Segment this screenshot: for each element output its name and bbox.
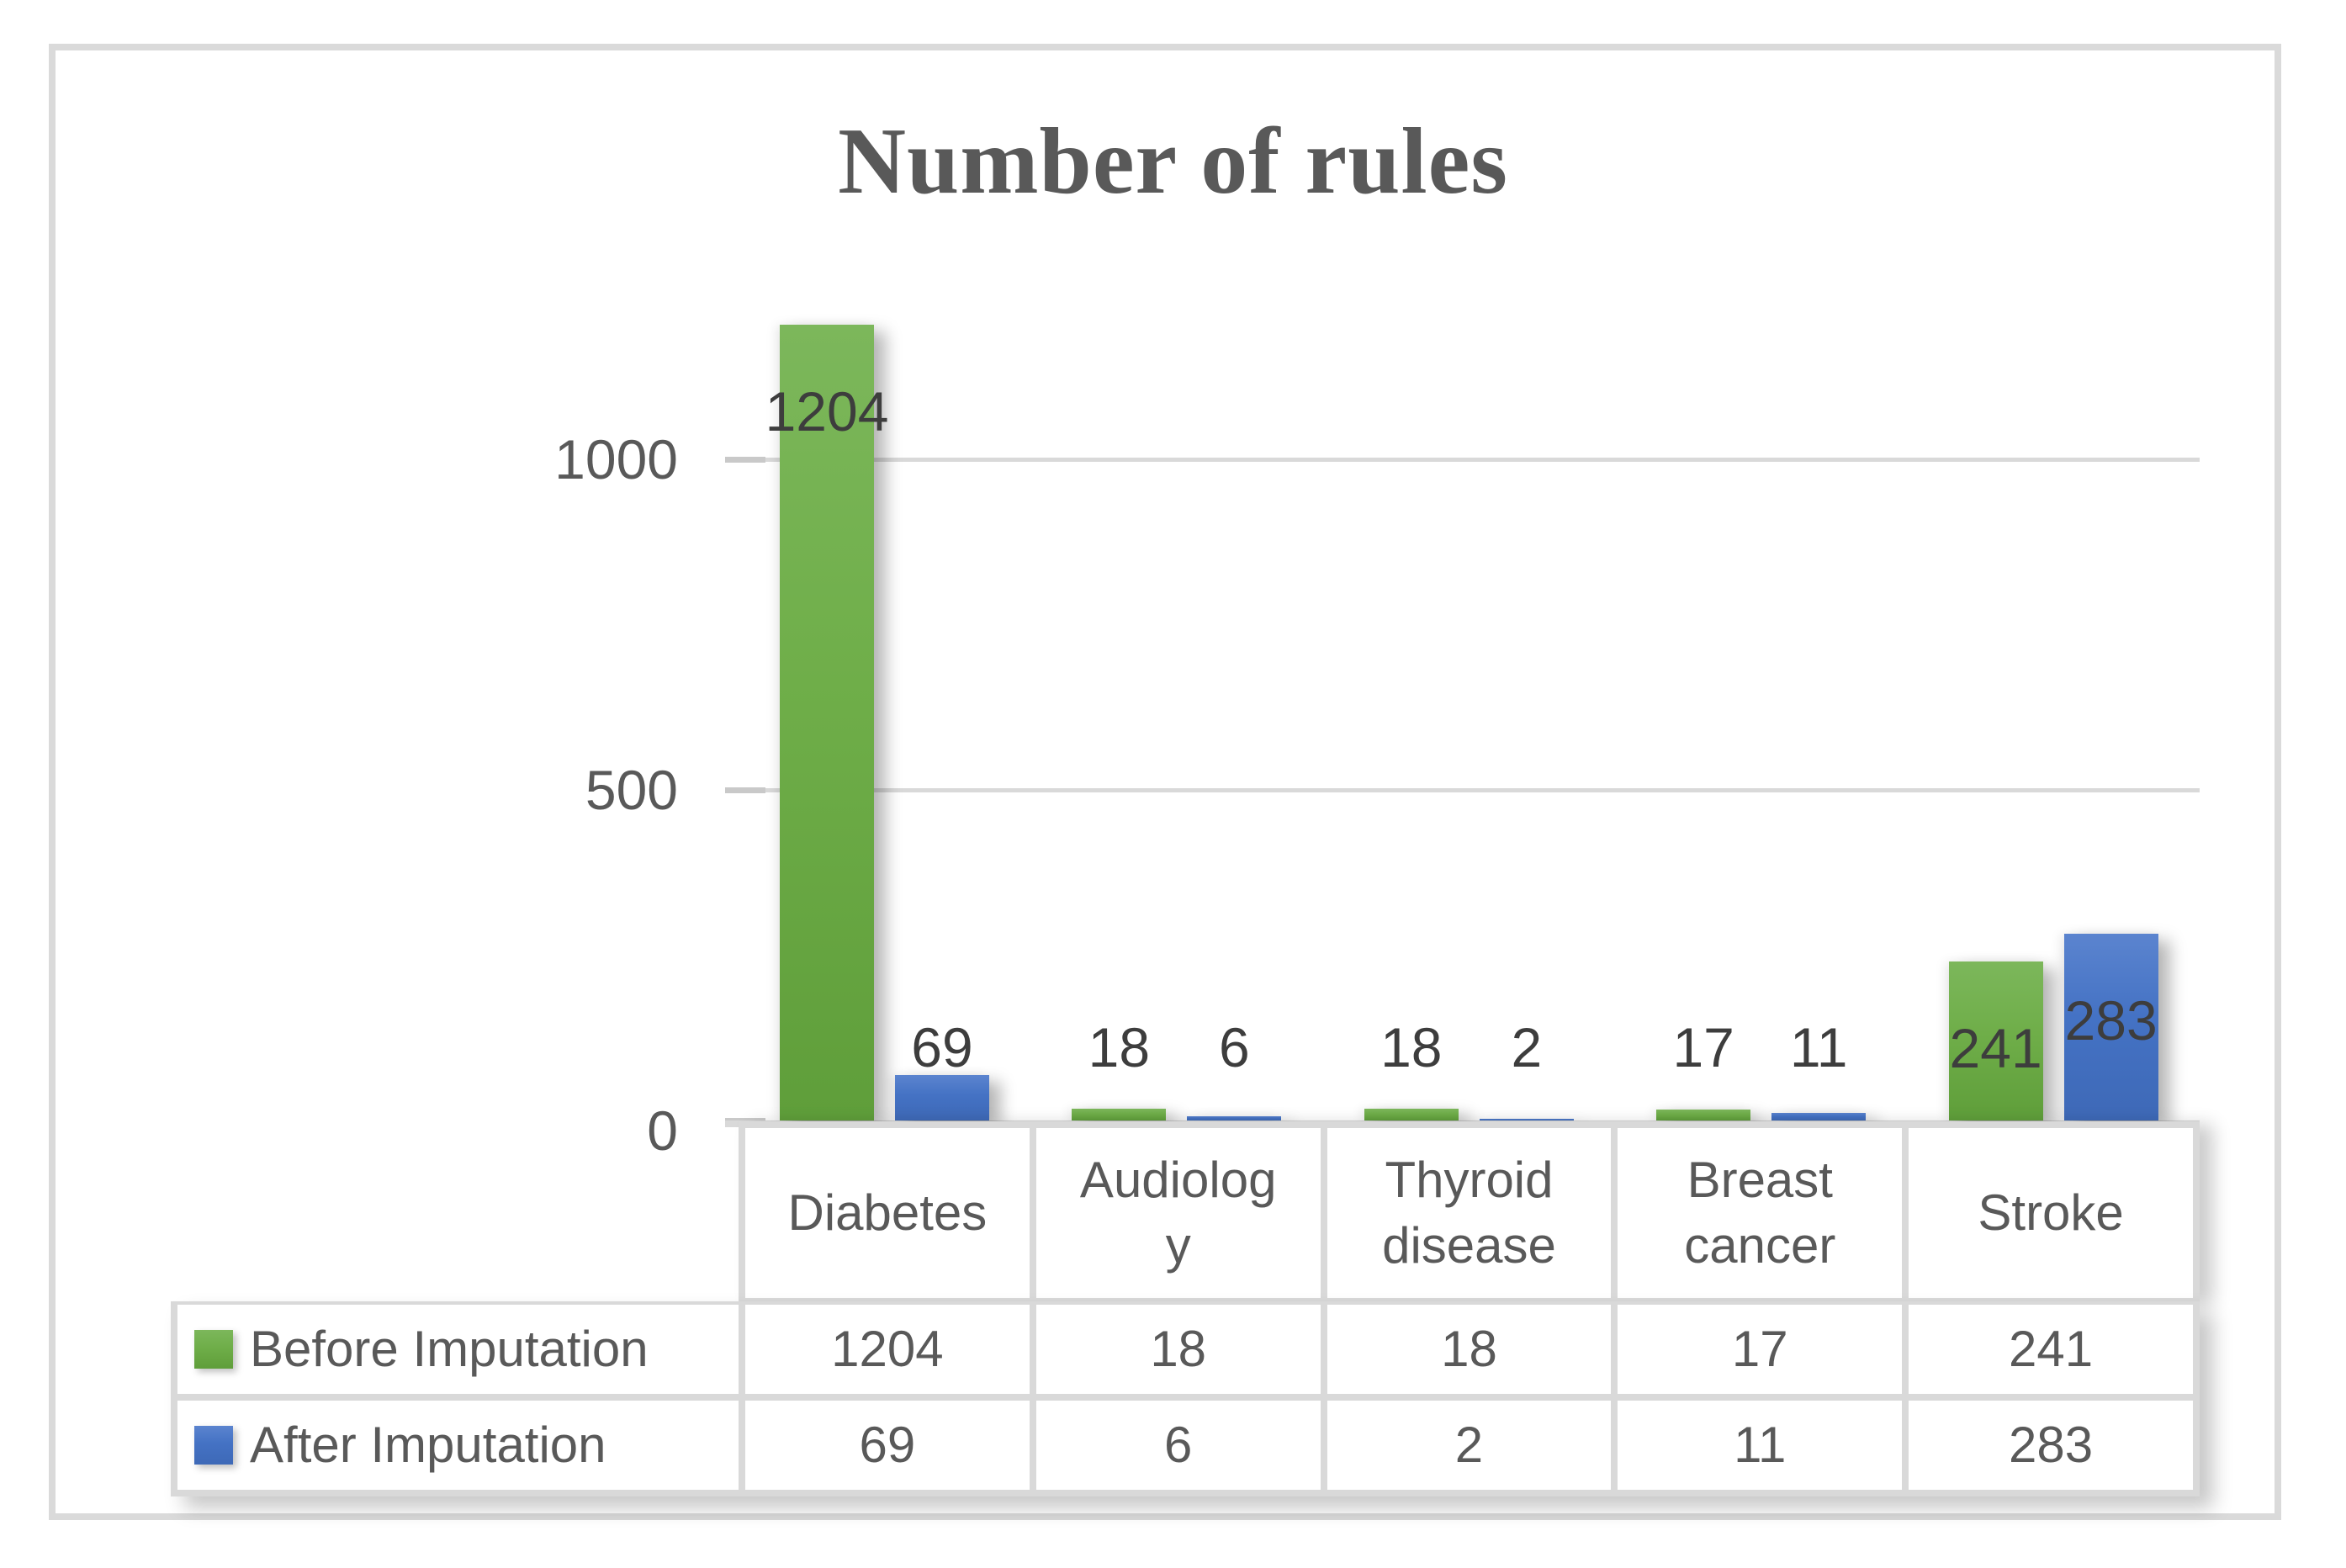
legend-cell-before-imputation: Before Imputation bbox=[177, 1305, 739, 1394]
bar-after-imputation-diabetes bbox=[895, 1075, 989, 1120]
category-label: Thyroid disease bbox=[1382, 1152, 1556, 1274]
data-table: Before Imputation 1204 18 18 17 241 After Impu… bbox=[171, 1301, 2200, 1496]
category-cell-stroke: Stroke bbox=[1909, 1128, 2193, 1298]
category-label: Stroke bbox=[1978, 1184, 2124, 1241]
y-axis-label-0: 0 bbox=[647, 1099, 678, 1162]
category-cell-thyroid-disease: Thyroid disease bbox=[1327, 1128, 1612, 1298]
bar-label-before-imputation-audiology: 18 bbox=[1088, 1016, 1151, 1078]
after-imputation-legend-swatch bbox=[194, 1426, 233, 1465]
bar-before-imputation-thyroid-disease bbox=[1364, 1109, 1459, 1120]
value-cell-before-imputation-diabetes: 1204 bbox=[745, 1305, 1030, 1394]
category-label: Breast cancer bbox=[1684, 1152, 1836, 1274]
bar-label-after-imputation-stroke: 283 bbox=[2064, 989, 2158, 1052]
y-tick-1000 bbox=[725, 457, 765, 463]
bar-before-imputation-diabetes bbox=[780, 325, 874, 1120]
chart-title: Number of rules bbox=[838, 109, 1508, 214]
y-axis-label-500: 500 bbox=[585, 759, 678, 821]
y-tick-500 bbox=[725, 787, 765, 793]
value-cell-before-imputation-thyroid-disease: 18 bbox=[1327, 1305, 1612, 1394]
category-cell-audiology: Audiolog y bbox=[1035, 1128, 1321, 1298]
category-header-row: Diabetes Audiolog y Thyroid disease Breast can… bbox=[739, 1121, 2200, 1301]
bar-label-before-imputation-breast-cancer: 17 bbox=[1672, 1016, 1734, 1078]
category-label: Audiolog y bbox=[1079, 1152, 1277, 1274]
value-cell-after-imputation-thyroid-disease: 2 bbox=[1327, 1401, 1612, 1490]
value-cell-after-imputation-diabetes: 69 bbox=[745, 1401, 1030, 1490]
gridline-1000 bbox=[761, 458, 2200, 462]
value-cell-after-imputation-audiology: 6 bbox=[1035, 1401, 1321, 1490]
bar-label-after-imputation-breast-cancer: 11 bbox=[1789, 1016, 1848, 1078]
value-cell-before-imputation-breast-cancer: 17 bbox=[1618, 1305, 1903, 1394]
value-cell-before-imputation-audiology: 18 bbox=[1035, 1305, 1321, 1394]
before-imputation-legend-swatch bbox=[194, 1330, 233, 1369]
bar-before-imputation-breast-cancer bbox=[1656, 1110, 1751, 1120]
bar-after-imputation-stroke bbox=[2063, 934, 2158, 1120]
bar-after-imputation-audiology bbox=[1187, 1116, 1282, 1120]
value-cell-after-imputation-breast-cancer: 11 bbox=[1618, 1401, 1903, 1490]
bar-label-before-imputation-stroke: 241 bbox=[1949, 1017, 2042, 1079]
legend-cell-after-imputation: After Imputation bbox=[177, 1401, 739, 1490]
series-name-label: Before Imputation bbox=[250, 1321, 649, 1377]
bar-label-before-imputation-thyroid-disease: 18 bbox=[1380, 1016, 1443, 1078]
bar-after-imputation-breast-cancer bbox=[1771, 1113, 1867, 1120]
series-name-label: After Imputation bbox=[250, 1417, 606, 1473]
value-cell-before-imputation-stroke: 241 bbox=[1909, 1305, 2193, 1394]
y-axis-label-1000: 1000 bbox=[554, 428, 678, 490]
bar-label-after-imputation-thyroid-disease: 2 bbox=[1511, 1016, 1543, 1078]
bar-label-before-imputation-diabetes: 1204 bbox=[765, 380, 889, 442]
bar-before-imputation-audiology bbox=[1072, 1109, 1167, 1120]
category-cell-breast-cancer: Breast cancer bbox=[1618, 1128, 1903, 1298]
category-cell-diabetes: Diabetes bbox=[745, 1128, 1030, 1298]
bar-after-imputation-thyroid-disease bbox=[1479, 1119, 1574, 1120]
bar-label-after-imputation-diabetes: 69 bbox=[911, 1016, 973, 1078]
value-cell-after-imputation-stroke: 283 bbox=[1909, 1401, 2193, 1490]
gridline-500 bbox=[761, 788, 2200, 792]
category-label: Diabetes bbox=[787, 1184, 988, 1241]
bar-before-imputation-stroke bbox=[1948, 961, 2043, 1120]
bar-label-after-imputation-audiology: 6 bbox=[1219, 1016, 1250, 1078]
